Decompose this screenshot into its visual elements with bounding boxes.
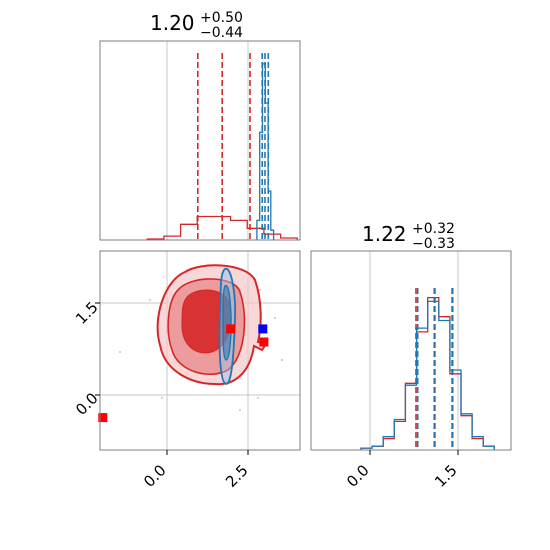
title-plus: +0.50 xyxy=(200,10,243,26)
sample-point xyxy=(119,351,121,353)
title-minus: −0.44 xyxy=(200,25,243,41)
sample-point xyxy=(257,397,259,399)
sample-point xyxy=(274,317,276,319)
x-axis: 0.0 2.5 xyxy=(140,450,252,491)
x-axis: 0.0 1.5 xyxy=(343,450,461,491)
histogram-blue xyxy=(360,300,495,450)
title-minus: −0.33 xyxy=(412,236,455,252)
marker-marker_red xyxy=(226,324,236,334)
sample-point xyxy=(239,409,241,411)
marker-group xyxy=(98,324,269,423)
panel-frame xyxy=(310,250,512,451)
panel-bottom-left-2d: 0.0 2.5 1.5 0.0 xyxy=(72,250,301,491)
title-value: 1.22 xyxy=(362,222,407,246)
panel-frame xyxy=(99,40,301,241)
panel-title: 1.20 +0.50 −0.44 xyxy=(150,10,243,41)
marker-marker_blue xyxy=(258,324,268,334)
sample-point xyxy=(149,299,151,301)
panel-top-left-histogram: 1.20 +0.50 −0.44 xyxy=(99,10,301,241)
sample-points xyxy=(119,289,283,411)
histogram-red xyxy=(146,215,298,240)
sample-point xyxy=(259,289,261,291)
title-value: 1.20 xyxy=(150,11,195,35)
marker-marker_red xyxy=(259,337,269,347)
y-axis: 1.5 0.0 xyxy=(72,298,102,419)
sample-point xyxy=(281,359,283,361)
y-tick-label: 0.0 xyxy=(72,389,102,419)
sample-point xyxy=(161,397,163,399)
histogram-series-group xyxy=(360,288,495,450)
title-plus: +0.32 xyxy=(412,221,455,237)
marker-marker_red xyxy=(98,413,108,423)
panel-frame xyxy=(99,250,301,451)
histogram-series-group xyxy=(146,53,298,240)
red-contours xyxy=(156,264,268,386)
panel-title: 1.22 +0.32 −0.33 xyxy=(362,221,455,252)
x-tick-label: 2.5 xyxy=(222,461,252,491)
blue-contour-inner xyxy=(222,285,232,361)
x-tick-label: 1.5 xyxy=(431,461,461,491)
x-tick-label: 0.0 xyxy=(140,461,170,491)
x-tick-label: 0.0 xyxy=(343,461,373,491)
panel-bottom-right-histogram: 0.0 1.5 1.22 +0.32 −0.33 xyxy=(310,221,512,491)
